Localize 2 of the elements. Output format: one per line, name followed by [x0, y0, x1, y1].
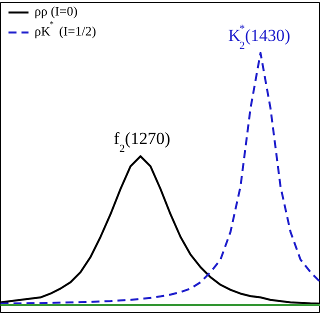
legend-label: ρK* (I=1/2): [34, 20, 96, 38]
legend-label: ρρ (I=0): [34, 4, 78, 18]
